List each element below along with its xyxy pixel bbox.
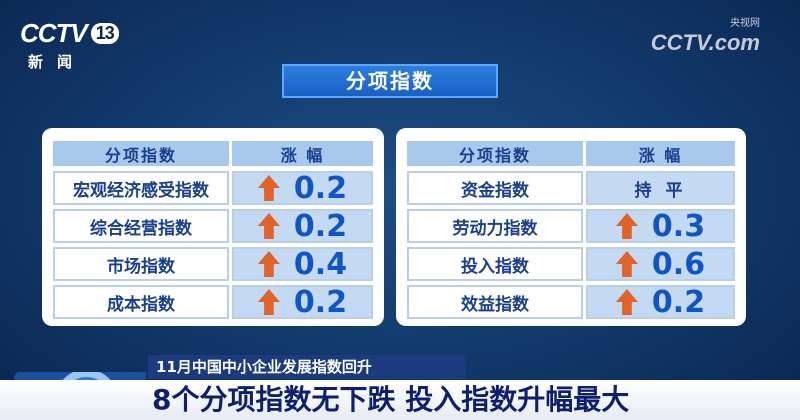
change-value: 0.2	[293, 208, 348, 244]
index-change: 0.2	[232, 208, 373, 244]
change-value: 0.6	[651, 246, 706, 282]
watermark: 央视网 CCTV.com	[651, 18, 760, 56]
index-name: 市场指数	[53, 247, 229, 281]
index-change: 持 平	[586, 171, 735, 205]
table-row: 劳动力指数 0.3	[407, 208, 735, 244]
table-row: 投入指数 0.6	[407, 246, 735, 282]
index-name: 综合经营指数	[53, 209, 229, 243]
watermark-brand: CCTV.com	[650, 30, 760, 55]
watermark-sub: 央视网	[730, 18, 760, 29]
index-change: 0.2	[232, 284, 373, 320]
up-arrow-icon	[615, 289, 638, 315]
index-change: 0.6	[586, 246, 735, 282]
caption-kicker: 11月中国中小企业发展指数回升	[148, 355, 466, 379]
index-change: 0.4	[232, 246, 373, 282]
change-value: 0.2	[651, 284, 706, 320]
change-value: 0.4	[293, 246, 348, 282]
header-change: 涨 幅	[232, 141, 373, 166]
up-arrow-icon	[257, 251, 280, 277]
index-change: 0.2	[586, 284, 735, 320]
page-title: 分项指数	[282, 64, 498, 98]
header-change: 涨 幅	[586, 141, 735, 166]
caption-headline: 8个分项指数无下跌 投入指数升幅最大	[152, 383, 630, 416]
table-row: 成本指数 0.2	[53, 284, 373, 320]
up-arrow-icon	[257, 213, 280, 239]
table-right: 分项指数 涨 幅 资金指数 持 平 劳动力指数 0.3 投入指数 0.6 效益指…	[396, 128, 746, 326]
logo-channel: 13	[90, 23, 119, 44]
up-arrow-icon	[257, 289, 280, 315]
change-value: 持 平	[634, 180, 687, 201]
index-name: 资金指数	[407, 171, 583, 205]
index-change: 0.3	[586, 208, 735, 244]
up-arrow-icon	[615, 213, 638, 239]
logo-brand: CCTV	[20, 18, 88, 48]
table-row: 综合经营指数 0.2	[53, 208, 373, 244]
up-arrow-icon	[257, 175, 280, 201]
table-header: 分项指数 涨 幅	[407, 141, 735, 166]
index-name: 劳动力指数	[407, 209, 583, 243]
header-name: 分项指数	[407, 141, 583, 166]
table-row: 效益指数 0.2	[407, 284, 735, 320]
table-row: 宏观经济感受指数 0.2	[53, 170, 373, 206]
up-arrow-icon	[615, 251, 638, 277]
change-value: 0.3	[651, 208, 706, 244]
index-name: 成本指数	[53, 285, 229, 319]
channel-logo: CCTV 13 新闻	[20, 18, 119, 72]
index-name: 宏观经济感受指数	[53, 171, 229, 205]
logo-name: 新闻	[28, 53, 87, 71]
change-value: 0.2	[293, 284, 348, 320]
table-left: 分项指数 涨 幅 宏观经济感受指数 0.2 综合经营指数 0.2 市场指数 0.…	[42, 128, 384, 326]
header-name: 分项指数	[53, 141, 229, 166]
table-row: 市场指数 0.4	[53, 246, 373, 282]
index-name: 投入指数	[407, 247, 583, 281]
change-value: 0.2	[293, 170, 348, 206]
index-change: 0.2	[232, 170, 373, 206]
table-row: 资金指数 持 平	[407, 171, 735, 205]
caption-bar: 8个分项指数无下跌 投入指数升幅最大	[0, 380, 800, 420]
table-header: 分项指数 涨 幅	[53, 141, 373, 166]
index-name: 效益指数	[407, 285, 583, 319]
